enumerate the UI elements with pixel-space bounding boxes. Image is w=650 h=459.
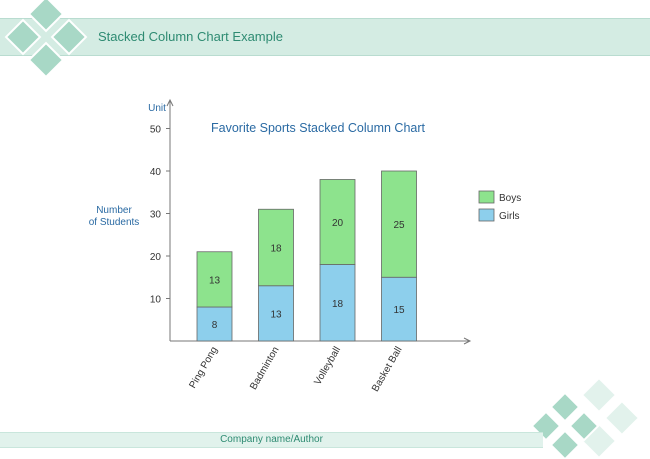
chart-title: Favorite Sports Stacked Column Chart xyxy=(211,121,426,135)
x-tick-label: Basket Ball xyxy=(370,345,405,394)
y-axis-unit-label: Unit xyxy=(148,103,166,114)
legend-swatch-girls xyxy=(478,208,495,222)
data-label: 13 xyxy=(270,309,282,320)
bar-segment-girls xyxy=(381,276,417,342)
header-band xyxy=(0,18,650,56)
y-axis-arrow xyxy=(166,98,174,107)
footer-author: Company name/Author xyxy=(220,434,323,445)
x-axis-arrow xyxy=(463,337,472,345)
x-tick-label: Ping Pong xyxy=(187,345,220,390)
footer-band xyxy=(0,432,543,448)
data-label: 8 xyxy=(212,320,218,331)
legend-label-boys: Boys xyxy=(499,193,521,204)
bar-segment-boys xyxy=(319,179,356,265)
y-tick-label: 30 xyxy=(150,210,162,221)
header-title: Stacked Column Chart Example xyxy=(98,29,283,44)
data-label: 13 xyxy=(209,275,221,286)
y-tick-label: 20 xyxy=(150,252,162,263)
header-diamond-overlay xyxy=(4,0,88,79)
data-label: 18 xyxy=(270,244,282,255)
bar-segment-girls xyxy=(258,285,294,342)
x-tick-label: Badminton xyxy=(248,345,281,392)
data-label: 15 xyxy=(393,305,405,316)
y-tick-label: 40 xyxy=(150,167,162,178)
y-tick-label: 10 xyxy=(150,295,162,306)
data-label: 18 xyxy=(332,299,344,310)
y-axis-label-line1: Number xyxy=(96,205,132,216)
bar-segment-boys xyxy=(196,251,233,308)
legend-swatch-boys xyxy=(478,190,495,204)
bar-segment-boys xyxy=(258,208,294,287)
bar-segment-girls xyxy=(196,306,233,342)
data-label: 25 xyxy=(393,220,405,231)
legend-label-girls: Girls xyxy=(499,211,520,222)
data-label: 20 xyxy=(332,218,344,229)
x-tick-label: Volleyball xyxy=(312,345,343,387)
bar-segment-boys xyxy=(381,170,417,278)
y-tick-label: 50 xyxy=(150,125,162,136)
bar-segment-girls xyxy=(319,264,356,342)
y-axis-label-line2: of Students xyxy=(88,217,140,228)
footer-diamond-decoration xyxy=(530,376,641,459)
